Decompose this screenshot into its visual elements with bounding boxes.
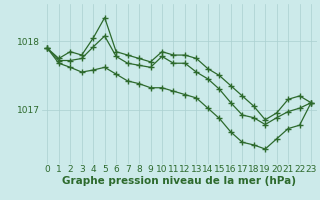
X-axis label: Graphe pression niveau de la mer (hPa): Graphe pression niveau de la mer (hPa) (62, 176, 296, 186)
